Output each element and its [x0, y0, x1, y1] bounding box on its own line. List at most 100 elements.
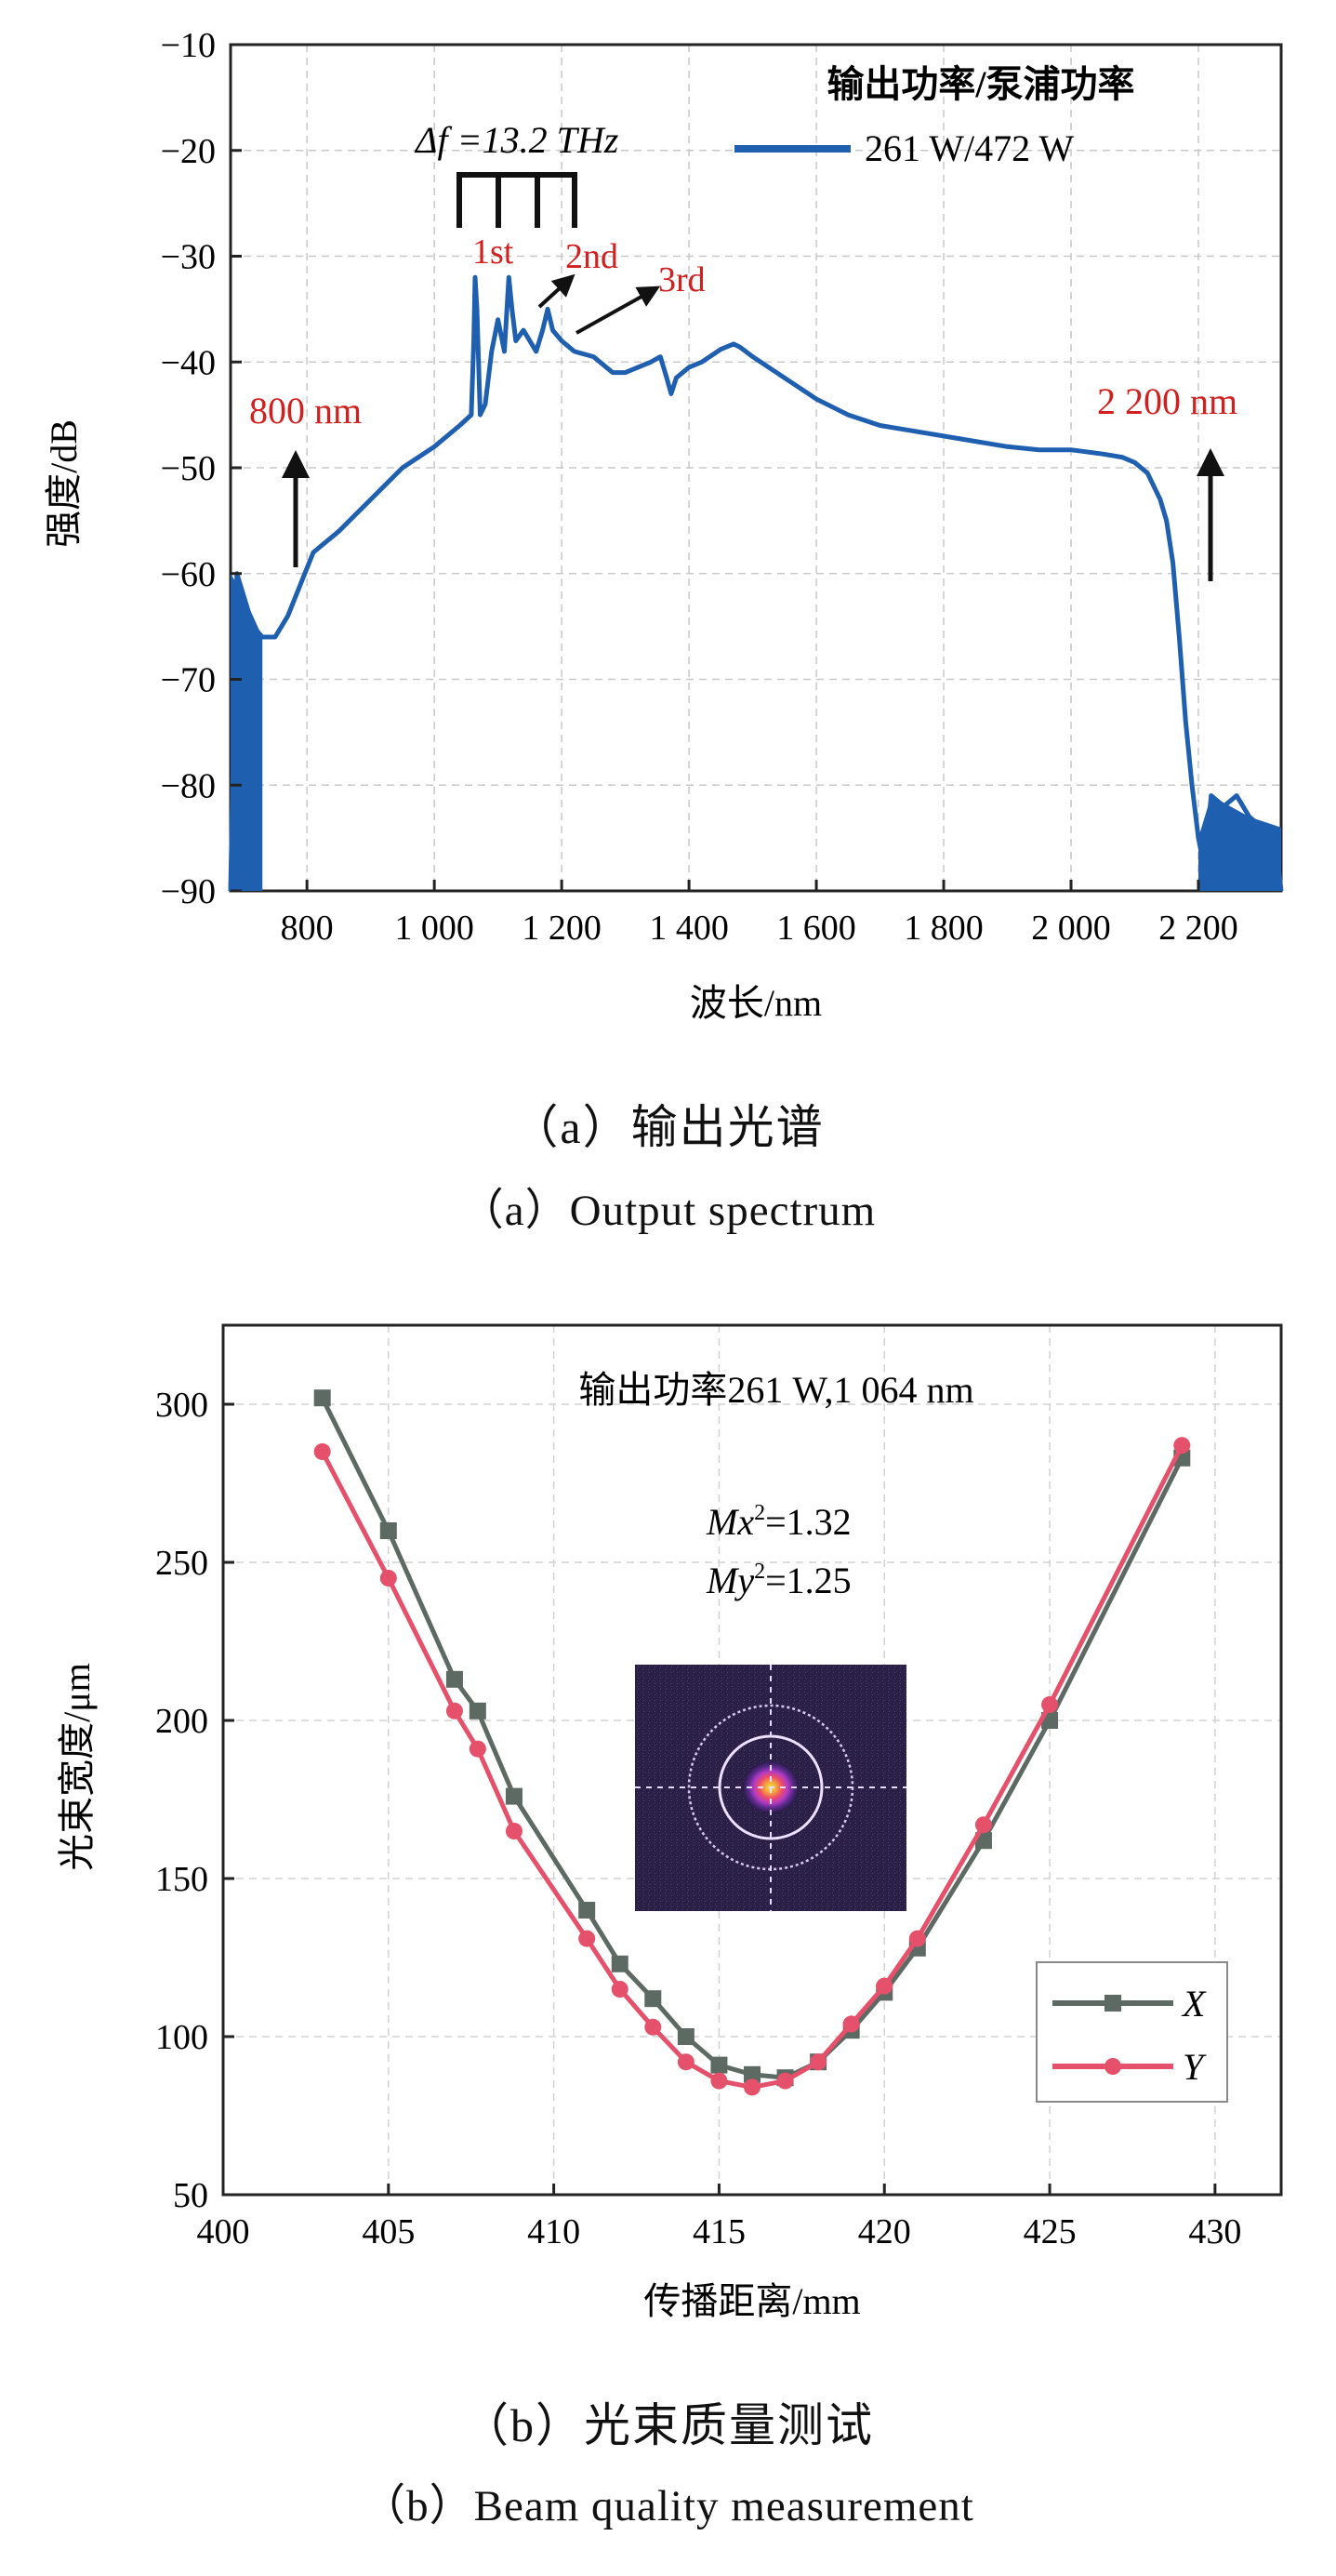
- spectrum-series-line: [228, 274, 1284, 892]
- beam-y-tick-label: 150: [155, 1860, 208, 1899]
- spectrum-noise-right: [1197, 795, 1281, 891]
- label-800nm: 800 nm: [249, 390, 362, 432]
- beam-x-tick-label: 415: [693, 2212, 746, 2251]
- spectrum-y-tick-label: −70: [161, 661, 216, 700]
- beam-y-tick-label: 200: [155, 1702, 208, 1741]
- spectrum-x-tick-label: 1 200: [522, 909, 602, 948]
- beam-point-y: [505, 1823, 522, 1839]
- beam-x-tick-label: 410: [527, 2212, 580, 2251]
- beam-point-y: [974, 1816, 992, 1834]
- legend-label-x: X: [1181, 1983, 1207, 2025]
- beam-point-y: [1041, 1696, 1059, 1713]
- beam-y-tick-label: 300: [155, 1386, 208, 1425]
- legend-marker-x: [1105, 1995, 1121, 2012]
- spectrum-y-axis-label: 强度/dB: [43, 419, 85, 548]
- caption-b-en: （b）Beam quality measurement: [362, 2482, 974, 2530]
- spectrum-y-tick-label: −40: [161, 343, 216, 382]
- beam-point-y: [810, 2053, 827, 2071]
- spectrum-y-tick-label: −50: [161, 449, 216, 488]
- legend-label-y: Y: [1183, 2046, 1207, 2088]
- legend-marker-y: [1105, 2058, 1121, 2075]
- spectrum-noise-left: [231, 573, 263, 891]
- beam-point-x: [469, 1702, 486, 1720]
- caption-b-zh: （b）光束质量测试: [462, 2399, 874, 2451]
- beam-point-x: [644, 1990, 662, 2008]
- spectrum-x-tick-label: 1 800: [904, 909, 984, 948]
- spectrum-chart: −90 −80 −70 −60 −50 −40 −30 −20 −10 800 1 000 1 20…: [43, 26, 1284, 1024]
- spectrum-x-tick-label: 800: [281, 909, 334, 948]
- beam-point-x: [313, 1389, 331, 1407]
- spectrum-x-axis-label: 波长/nm: [690, 982, 822, 1024]
- spectrum-x-tick-label: 1 600: [776, 909, 856, 948]
- beam-y-ticks: 50 100 150 200 250 300: [155, 1386, 234, 2215]
- beam-plot-frame: [221, 1323, 1283, 2197]
- spectrum-x-tick-label: 2 000: [1031, 909, 1111, 948]
- beam-point-x: [744, 2065, 761, 2083]
- beam-y-tick-label: 50: [173, 2176, 208, 2215]
- spectrum-series: [228, 274, 1284, 892]
- delta-f-bracket: [456, 172, 577, 228]
- label-2200nm: 2 200 nm: [1097, 380, 1237, 422]
- spectrum-y-tick-label: −10: [161, 26, 216, 65]
- arrow-3rd: [575, 285, 661, 335]
- beam-point-x: [505, 1787, 522, 1805]
- beam-point-y: [644, 2018, 662, 2036]
- peak-label-1st: 1st: [472, 232, 514, 272]
- delta-f-label: Δf =13.2 THz: [414, 119, 619, 161]
- spectrum-y-tick-label: −30: [161, 238, 216, 277]
- spectrum-y-tick-label: −60: [161, 555, 216, 594]
- beam-point-y: [578, 1930, 596, 1947]
- beam-x-axis-label: 传播距离/mm: [643, 2280, 860, 2322]
- spectrum-y-tick-label: −20: [161, 132, 216, 171]
- beam-point-x: [379, 1522, 397, 1539]
- spectrum-legend-label: 261 W/472 W: [865, 127, 1074, 169]
- beam-x-tick-label: 400: [197, 2212, 250, 2251]
- beam-y-tick-label: 100: [155, 2018, 208, 2057]
- beam-x-ticks: 400 405 410 415 420 425 430: [197, 2184, 1241, 2251]
- spectrum-x-ticks: 800 1 000 1 200 1 400 1 600 1 800 2 000 2 200: [281, 880, 1238, 948]
- beam-point-y: [776, 2072, 794, 2090]
- beam-legend: X Y: [1036, 1961, 1228, 2103]
- beam-legend-box: [1036, 1961, 1228, 2103]
- beam-point-y: [469, 1740, 486, 1758]
- beam-x-tick-label: 430: [1188, 2212, 1241, 2251]
- beam-point-x: [677, 2028, 694, 2045]
- beam-point-y: [677, 2053, 694, 2071]
- beam-point-x: [578, 1902, 596, 1919]
- peak-label-2nd: 2nd: [565, 237, 618, 276]
- spectrum-legend-title: 输出功率/泵浦功率: [827, 63, 1134, 105]
- m2-y-text: My2=1.25: [706, 1560, 852, 1601]
- beam-y-tick-label: 250: [155, 1544, 208, 1583]
- beam-point-y: [908, 1930, 926, 1947]
- beam-point-y: [445, 1702, 463, 1720]
- beam-x-tick-label: 405: [362, 2212, 415, 2251]
- beam-point-y: [611, 1981, 628, 1998]
- spectrum-y-ticks: −90 −80 −70 −60 −50 −40 −30 −20 −10: [161, 26, 242, 911]
- peak-label-3rd: 3rd: [658, 260, 706, 299]
- spectrum-y-tick-label: −80: [161, 766, 216, 805]
- beam-y-axis-label: 光束宽度/μm: [56, 1663, 98, 1871]
- beam-point-y: [842, 2015, 860, 2033]
- beam-point-y: [1173, 1437, 1191, 1454]
- beam-x-tick-label: 425: [1024, 2212, 1077, 2251]
- beam-series: [313, 1389, 1191, 2096]
- beam-point-x: [710, 2056, 728, 2074]
- beam-point-y: [876, 1977, 893, 1995]
- spectrum-grid: [231, 44, 1281, 892]
- arrow-2nd: [537, 273, 575, 309]
- beam-point-y: [710, 2072, 728, 2090]
- spectrum-x-tick-label: 2 200: [1158, 909, 1238, 948]
- beam-chart-title: 输出功率261 W,1 064 nm: [578, 1369, 973, 1411]
- beam-point-y: [379, 1570, 397, 1587]
- beam-profile-inset: [635, 1665, 906, 1911]
- spectrum-x-tick-label: 1 000: [394, 909, 474, 948]
- beam-x-tick-label: 420: [858, 2212, 911, 2251]
- beam-point-y: [313, 1443, 331, 1460]
- beam-point-x: [611, 1955, 628, 1972]
- caption-a-en: （a）Output spectrum: [459, 1187, 877, 1235]
- beam-point-y: [744, 2078, 761, 2096]
- caption-a-zh: （a）输出光谱: [511, 1101, 825, 1153]
- m2-x-text: Mx2=1.32: [706, 1501, 852, 1543]
